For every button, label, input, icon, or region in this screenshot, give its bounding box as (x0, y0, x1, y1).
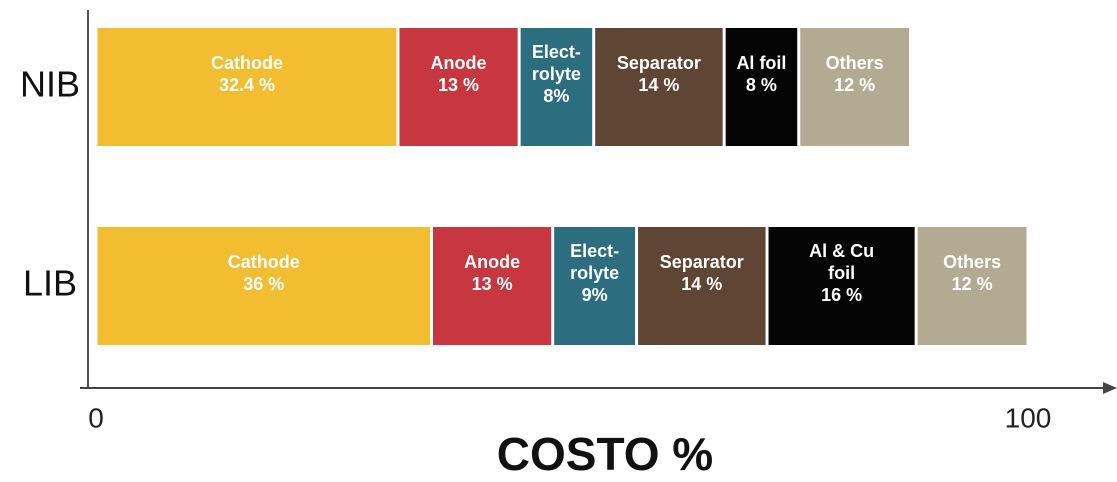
segment-value-label: 36 % (243, 274, 284, 294)
category-label: NIB (20, 64, 80, 105)
bar-segment (800, 28, 910, 146)
segment-label: Cathode (211, 53, 283, 73)
segment-label: Al foil (736, 53, 786, 73)
bar-segment (595, 28, 723, 146)
segment-value-label: 13 % (438, 75, 479, 95)
segment-value-label: 16 % (821, 285, 862, 305)
axis-arrow (1103, 382, 1117, 394)
bar-segment (917, 227, 1027, 345)
bar-segment (399, 28, 518, 146)
segment-value-label: 13 % (472, 274, 513, 294)
segment-value-label: 8% (543, 86, 569, 106)
segment-value-label: 9% (582, 285, 608, 305)
bar-segment (433, 227, 552, 345)
segment-label: Elect-rolyte (532, 42, 581, 84)
segment-label: Others (943, 252, 1001, 272)
segment-value-label: 14 % (681, 274, 722, 294)
segment-value-label: 12 % (834, 75, 875, 95)
bar-segment (554, 227, 636, 345)
segment-value-label: 12 % (952, 274, 993, 294)
bar-segment (638, 227, 766, 345)
segment-label: Others (826, 53, 884, 73)
category-label: LIB (23, 263, 77, 304)
bar-segment (97, 28, 397, 146)
bar-segment (768, 227, 915, 345)
segment-label: Separator (660, 252, 744, 272)
segment-label: Separator (617, 53, 701, 73)
segment-value-label: 32.4 % (219, 75, 275, 95)
x-tick-label: 100 (1005, 402, 1052, 433)
segment-value-label: 8 % (746, 75, 777, 95)
segment-label: Al & Cu foil (809, 241, 874, 283)
segment-label: Cathode (228, 252, 300, 272)
segment-label: Elect-rolyte (570, 241, 619, 283)
segment-value-label: 14 % (638, 75, 679, 95)
segment-label: Anode (431, 53, 487, 73)
segment-label: Anode (464, 252, 520, 272)
bar-segment (520, 28, 593, 146)
x-tick-label: 0 (88, 402, 104, 433)
bar-segment (725, 28, 798, 146)
bar-segment (97, 227, 431, 345)
x-axis-label: COSTO % (497, 428, 713, 480)
